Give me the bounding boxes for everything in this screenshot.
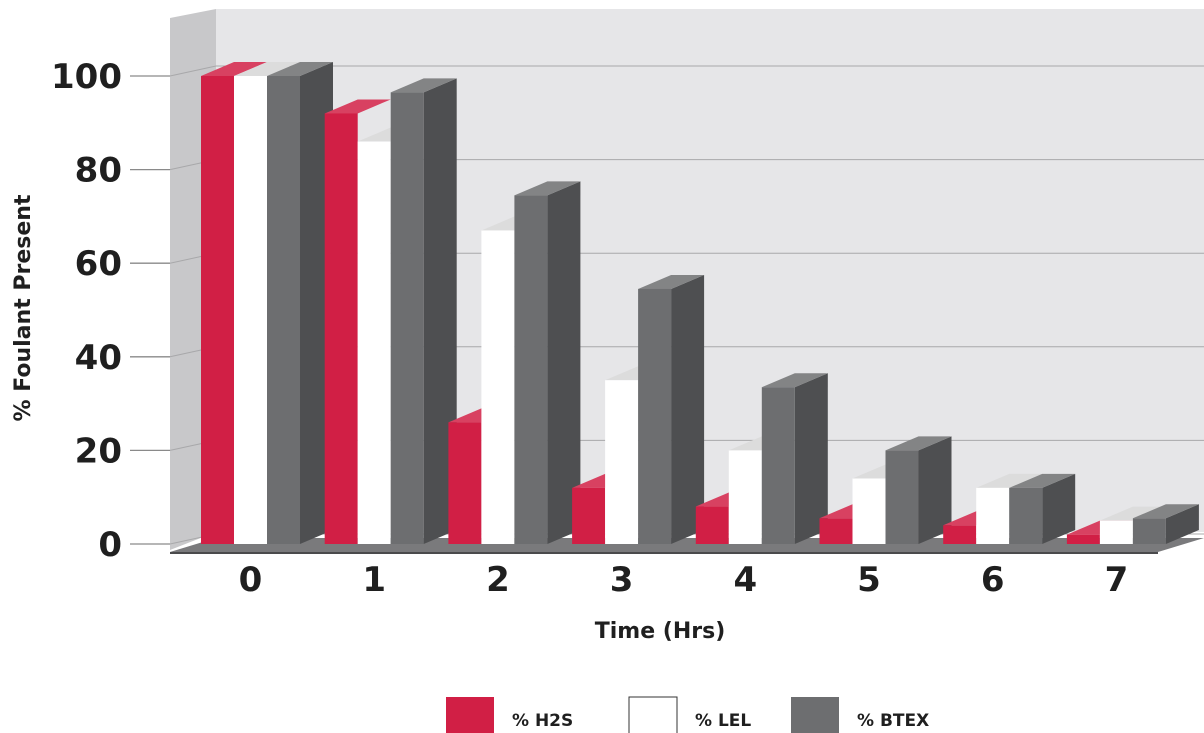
bar-front xyxy=(638,288,672,544)
y-tick-label: 20 xyxy=(75,431,122,471)
bar xyxy=(1099,506,1166,544)
y-tick-label: 40 xyxy=(75,338,122,378)
x-axis-title: Time (Hrs) xyxy=(595,619,726,644)
bar-front xyxy=(885,450,919,544)
bar-side xyxy=(918,436,952,544)
bar-top xyxy=(514,181,581,196)
y-tick-label: 0 xyxy=(98,525,122,565)
y-tick-label: 60 xyxy=(75,244,122,284)
bar xyxy=(390,78,457,544)
bar-front xyxy=(324,113,358,544)
legend-item: % LEL xyxy=(628,696,751,733)
y-tick-label: 80 xyxy=(75,151,122,191)
legend-item: % H2S xyxy=(446,697,573,733)
bar-front xyxy=(819,518,853,544)
bar-front xyxy=(852,478,886,544)
bar-top xyxy=(390,78,457,93)
bar xyxy=(1132,504,1199,544)
x-tick-labels: 0 1 2 3 4 5 6 7 xyxy=(239,560,1129,600)
bars xyxy=(201,62,1199,544)
bar-side xyxy=(671,274,705,544)
bar xyxy=(514,181,581,544)
x-tick-label: 0 xyxy=(239,560,263,600)
legend-label: % LEL xyxy=(695,711,751,731)
legend: % H2S % LEL % BTEX xyxy=(446,696,929,733)
legend-item: % BTEX xyxy=(791,697,929,733)
x-tick-label: 4 xyxy=(733,560,757,600)
bar-front xyxy=(976,487,1010,544)
bar-front xyxy=(390,92,424,544)
x-tick-label: 1 xyxy=(362,560,386,600)
bar-top xyxy=(234,62,300,76)
bar-front xyxy=(1099,520,1133,544)
bar-top xyxy=(324,99,391,114)
bar-side xyxy=(1042,473,1076,544)
bar-front xyxy=(1066,534,1100,544)
x-tick-label: 6 xyxy=(981,560,1005,600)
bar-side xyxy=(794,373,828,544)
x-tick-label: 7 xyxy=(1105,560,1129,600)
bar xyxy=(761,373,828,544)
bar-top xyxy=(761,373,828,388)
legend-swatch xyxy=(628,696,678,733)
bar-side xyxy=(547,181,581,544)
bar xyxy=(201,62,267,544)
bar-top xyxy=(1099,506,1166,521)
y-axis-title: % Foulant Present xyxy=(11,194,36,421)
bar-top xyxy=(1132,504,1199,519)
bar-top xyxy=(201,62,267,76)
y-tick-labels: 0 20 40 60 80 100 xyxy=(51,57,122,565)
y-tick-label: 100 xyxy=(51,57,122,97)
x-tick-label: 3 xyxy=(610,560,634,600)
bar-front xyxy=(605,380,639,544)
legend-swatch xyxy=(791,697,839,733)
bar-top xyxy=(885,436,952,451)
legend-swatch xyxy=(446,697,494,733)
bar xyxy=(324,99,391,544)
bar-front xyxy=(514,195,548,544)
x-tick-label: 5 xyxy=(857,560,881,600)
legend-label: % H2S xyxy=(512,711,573,731)
bar-front xyxy=(695,506,729,544)
bar xyxy=(1009,473,1076,544)
bar-front xyxy=(761,387,795,544)
bar-top xyxy=(638,274,705,289)
bar-front xyxy=(357,141,391,544)
bar xyxy=(638,274,705,544)
bar-front xyxy=(481,230,515,544)
bar xyxy=(357,127,424,544)
bar-front xyxy=(201,76,234,544)
bar xyxy=(267,62,333,544)
bar-front xyxy=(448,422,482,544)
bar-front xyxy=(943,525,977,544)
bar xyxy=(481,216,548,544)
floor-edge xyxy=(170,552,1158,554)
bar-side xyxy=(1165,504,1199,544)
bar xyxy=(885,436,952,544)
x-tick-label: 2 xyxy=(486,560,510,600)
bar-front xyxy=(1132,518,1166,544)
gridline-wall xyxy=(169,65,217,77)
bar-top xyxy=(267,62,333,76)
bar-top xyxy=(976,473,1043,488)
legend-label: % BTEX xyxy=(857,711,929,731)
bar-front xyxy=(1009,487,1043,544)
bar xyxy=(234,62,300,544)
bar xyxy=(976,473,1043,544)
bar-top xyxy=(1009,473,1076,488)
bar-front xyxy=(267,76,300,544)
bar-front xyxy=(728,450,762,544)
bar-front xyxy=(572,487,606,544)
bar-front xyxy=(234,76,267,544)
